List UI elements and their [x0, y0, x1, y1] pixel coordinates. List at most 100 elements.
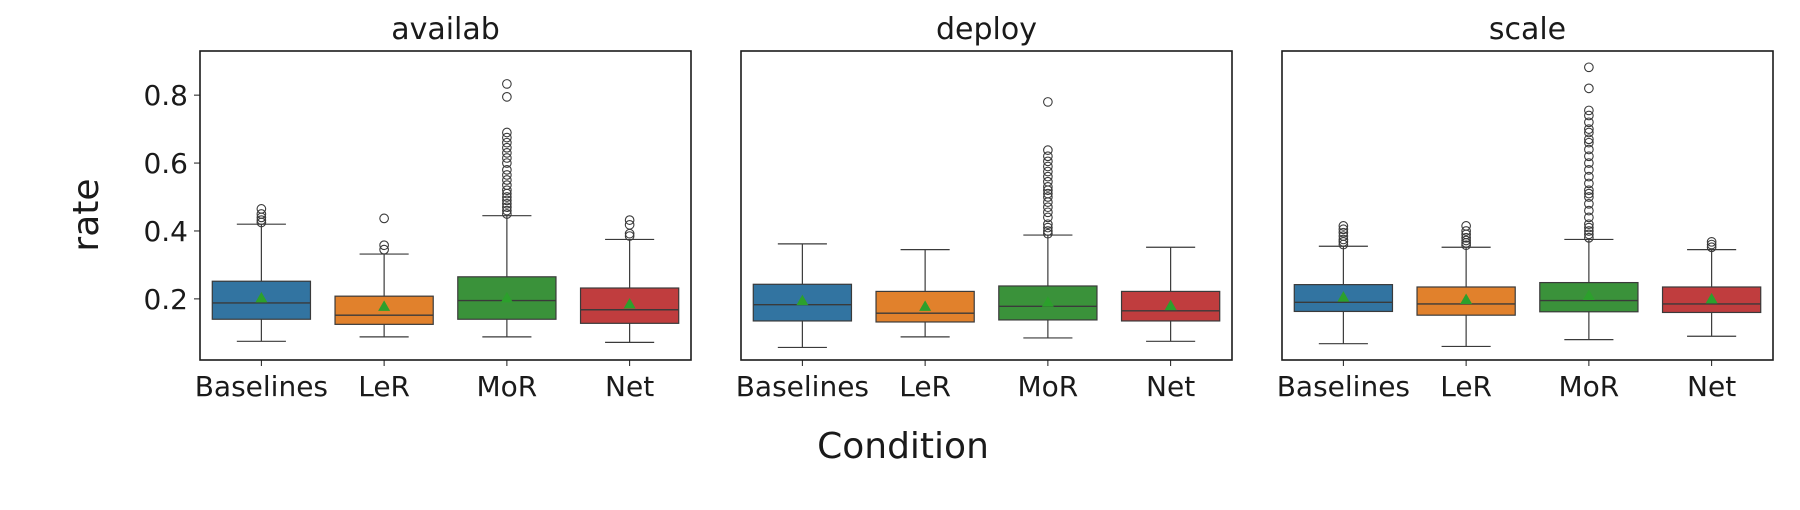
box-body — [998, 285, 1098, 321]
outlier-point — [502, 153, 512, 163]
outlier-point — [502, 180, 512, 190]
box-body — [1416, 286, 1516, 316]
outlier-point — [1338, 236, 1349, 247]
outlier-point — [256, 209, 267, 219]
mean-marker — [255, 291, 268, 303]
outlier-point — [1043, 166, 1053, 177]
outlier-point — [1043, 181, 1053, 192]
outlier-point — [1584, 83, 1594, 94]
mean-marker — [796, 294, 809, 306]
outlier-point — [1584, 110, 1594, 121]
outlier-point — [1584, 62, 1594, 73]
outlier-point — [1043, 212, 1053, 223]
outlier-point — [1584, 158, 1594, 168]
box-LeR — [875, 249, 975, 338]
panel-frame — [1281, 50, 1774, 361]
box-body — [1293, 284, 1394, 313]
outlier-point — [1043, 188, 1053, 199]
outlier-point — [502, 205, 512, 216]
outlier-point — [1584, 198, 1594, 209]
x-tick-label: LeR — [1440, 370, 1492, 403]
outlier-point — [1461, 240, 1471, 251]
outlier-point — [1043, 222, 1053, 233]
outlier-point — [1043, 97, 1053, 107]
panel-title: scale — [1489, 12, 1566, 47]
mean-marker — [500, 291, 513, 303]
outlier-point — [502, 127, 512, 138]
x-tick-label: Baselines — [195, 370, 328, 403]
outlier-point — [1706, 242, 1717, 253]
outlier-point — [1461, 221, 1471, 231]
x-tick-label: Baselines — [1277, 370, 1410, 403]
box-MoR — [457, 79, 557, 338]
outlier-point — [1584, 178, 1594, 189]
panel-deploy: deploy Baselines LeR MoR Net — [736, 12, 1233, 403]
outlier-point — [379, 213, 389, 224]
outlier-point — [1584, 188, 1594, 199]
outlier-point — [502, 142, 512, 153]
outlier-point — [1043, 197, 1053, 207]
mean-marker — [919, 300, 932, 311]
outlier-point — [1043, 202, 1053, 213]
y-axis-label: rate — [66, 178, 107, 251]
box-LeR — [334, 213, 434, 338]
x-tick-label: Net — [1687, 370, 1736, 403]
mean-marker — [1705, 292, 1718, 304]
panel-scale: scale Baselines LeR MoR Net — [1277, 12, 1774, 403]
outlier-point — [624, 215, 635, 225]
outlier-point — [624, 231, 635, 241]
outlier-point — [1461, 235, 1471, 246]
outlier-point — [502, 185, 512, 196]
box-body — [1539, 281, 1639, 313]
outlier-point — [379, 244, 389, 255]
outlier-point — [1584, 151, 1594, 162]
y-tick-label: 0.2 — [143, 283, 188, 316]
x-axis-label: Condition — [817, 426, 989, 467]
outlier-point — [1584, 164, 1594, 175]
outlier-point — [502, 195, 512, 206]
outlier-point — [502, 209, 512, 219]
outlier-point — [502, 175, 512, 185]
outlier-point — [502, 202, 512, 213]
x-tick-label: LeR — [899, 370, 951, 403]
mean-marker — [1041, 296, 1054, 307]
outlier-point — [1043, 145, 1053, 156]
outlier-point — [379, 240, 389, 251]
outlier-point — [256, 204, 267, 214]
outlier-point — [1584, 185, 1594, 196]
box-Net — [1661, 236, 1762, 337]
mean-marker — [1460, 293, 1473, 305]
x-tick-label: Net — [605, 370, 654, 403]
outlier-point — [1584, 222, 1594, 233]
x-tick-label: Baselines — [736, 370, 869, 403]
outlier-point — [1584, 127, 1594, 138]
outlier-point — [1043, 151, 1053, 162]
mean-marker — [623, 297, 636, 309]
outlier-point — [1338, 231, 1349, 241]
box-MoR — [1539, 62, 1639, 341]
box-Baselines — [1293, 221, 1394, 345]
outlier-point — [502, 192, 512, 202]
outlier-point — [1706, 236, 1717, 247]
panel-availab: availab 0.2 0.4 0.6 0.8 Baselines LeR MoR Net — [143, 12, 692, 403]
box-MoR — [998, 97, 1098, 339]
outlier-point — [1338, 224, 1349, 235]
mean-marker — [1582, 289, 1595, 300]
outlier-point — [1043, 226, 1053, 236]
x-tick-label: Net — [1146, 370, 1195, 403]
mean-marker — [1164, 299, 1177, 311]
outlier-point — [1043, 176, 1053, 187]
x-tick-label: MoR — [1559, 370, 1620, 403]
outlier-point — [1584, 124, 1594, 134]
outlier-point — [1584, 229, 1594, 240]
outlier-point — [1338, 227, 1349, 238]
outlier-point — [1584, 171, 1594, 182]
outlier-point — [1584, 226, 1594, 236]
outlier-point — [624, 220, 635, 230]
outlier-point — [502, 79, 512, 89]
panel-frame — [740, 50, 1233, 361]
outlier-point — [1461, 232, 1471, 243]
outlier-point — [1338, 221, 1349, 231]
box-Net — [1120, 246, 1221, 342]
